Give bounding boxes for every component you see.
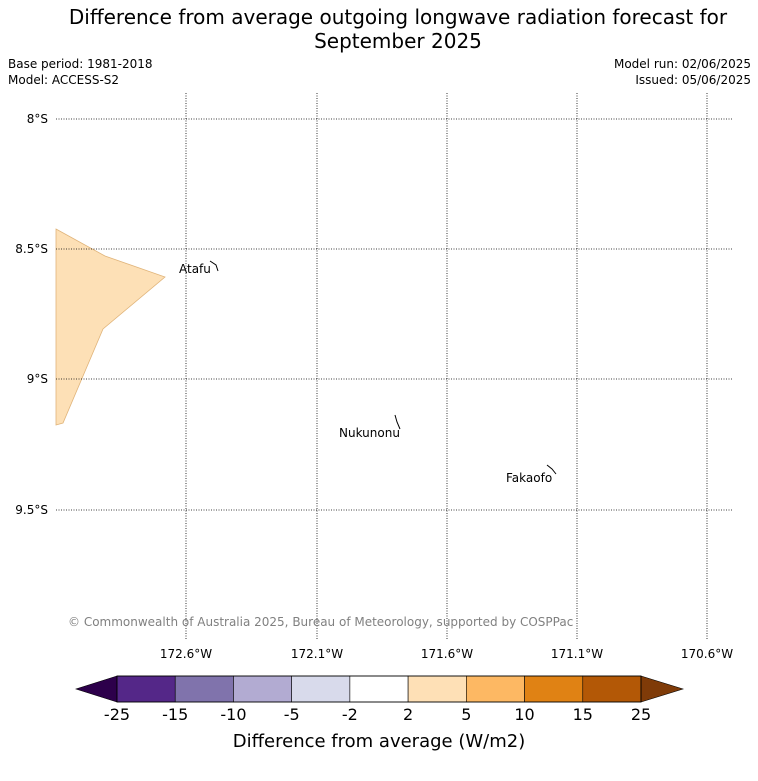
lon-label-171-1w: 171.1°W bbox=[551, 647, 603, 661]
lat-label-9-5s: 9.5°S bbox=[15, 503, 48, 517]
lon-label-171-6w: 171.6°W bbox=[421, 647, 473, 661]
colorbar-under-triangle bbox=[75, 675, 118, 703]
lon-label-172-6w: 172.6°W bbox=[160, 647, 212, 661]
colorbar-segment bbox=[291, 675, 351, 703]
lat-label-9s: 9°S bbox=[27, 372, 48, 386]
info-left: Base period: 1981-2018 Model: ACCESS-S2 bbox=[8, 56, 153, 88]
colorbar-segment bbox=[174, 675, 234, 703]
nukunonu-island bbox=[394, 414, 401, 430]
lon-label-170-6w: 170.6°W bbox=[681, 647, 733, 661]
lon-gridlines bbox=[185, 93, 708, 640]
colorbar-tick-labels: -25 -15 -10 -5 -2 2 5 10 15 25 bbox=[104, 705, 651, 724]
map-title-line-2: September 2025 bbox=[314, 29, 482, 53]
colorbar-tick-label: 15 bbox=[573, 705, 593, 724]
issued-text: Issued: 05/06/2025 bbox=[635, 73, 751, 87]
colorbar-outline bbox=[116, 675, 642, 703]
colorbar-segment bbox=[349, 675, 409, 703]
colorbar-tick-label: -25 bbox=[104, 705, 130, 724]
place-atafu: Atafu bbox=[179, 262, 211, 276]
colorbar-segment bbox=[582, 675, 642, 703]
copyright-credit: © Commonwealth of Australia 2025, Bureau… bbox=[68, 615, 573, 629]
map-title: Difference from average outgoing longwav… bbox=[0, 5, 758, 53]
colorbar-segment bbox=[407, 675, 467, 703]
colorbar-tick-label: 10 bbox=[514, 705, 534, 724]
shaded-region bbox=[55, 228, 166, 426]
atafu-island bbox=[209, 260, 219, 272]
colorbar-segment bbox=[524, 675, 584, 703]
colorbar-tick-label: -15 bbox=[162, 705, 188, 724]
base-period-text: Base period: 1981-2018 bbox=[8, 57, 153, 71]
colorbar-segment bbox=[116, 675, 176, 703]
colorbar-tick-label: -10 bbox=[220, 705, 246, 724]
lat-label-8s: 8°S bbox=[27, 112, 48, 126]
model-text: Model: ACCESS-S2 bbox=[8, 73, 120, 87]
colorbar-tick-label: -2 bbox=[342, 705, 358, 724]
info-right: Model run: 02/06/2025 Issued: 05/06/2025 bbox=[614, 56, 751, 88]
place-nukunonu: Nukunonu bbox=[339, 426, 400, 440]
colorbar-tick-label: 2 bbox=[403, 705, 413, 724]
colorbar-segment bbox=[233, 675, 292, 703]
lat-label-8-5s: 8.5°S bbox=[15, 242, 48, 256]
model-run-text: Model run: 02/06/2025 bbox=[613, 57, 751, 71]
colorbar: -25 -15 -10 -5 -2 2 5 10 15 25 Difference from av… bbox=[75, 675, 685, 752]
map-title-line-1: Difference from average outgoing longwav… bbox=[68, 5, 728, 29]
colorbar-label: Difference from average (W/m2) bbox=[233, 731, 525, 752]
lon-label-172-1w: 172.1°W bbox=[291, 647, 343, 661]
colorbar-segment bbox=[466, 675, 525, 703]
colorbar-tick-label: 5 bbox=[461, 705, 471, 724]
colorbar-tick-label: -5 bbox=[284, 705, 300, 724]
colorbar-over-triangle bbox=[640, 675, 685, 703]
fakaofo-island bbox=[546, 464, 557, 475]
colorbar-segments bbox=[116, 675, 642, 703]
lat-gridlines bbox=[56, 118, 733, 511]
colorbar-tick-label: 25 bbox=[631, 705, 651, 724]
place-fakaofo: Fakaofo bbox=[506, 471, 552, 485]
